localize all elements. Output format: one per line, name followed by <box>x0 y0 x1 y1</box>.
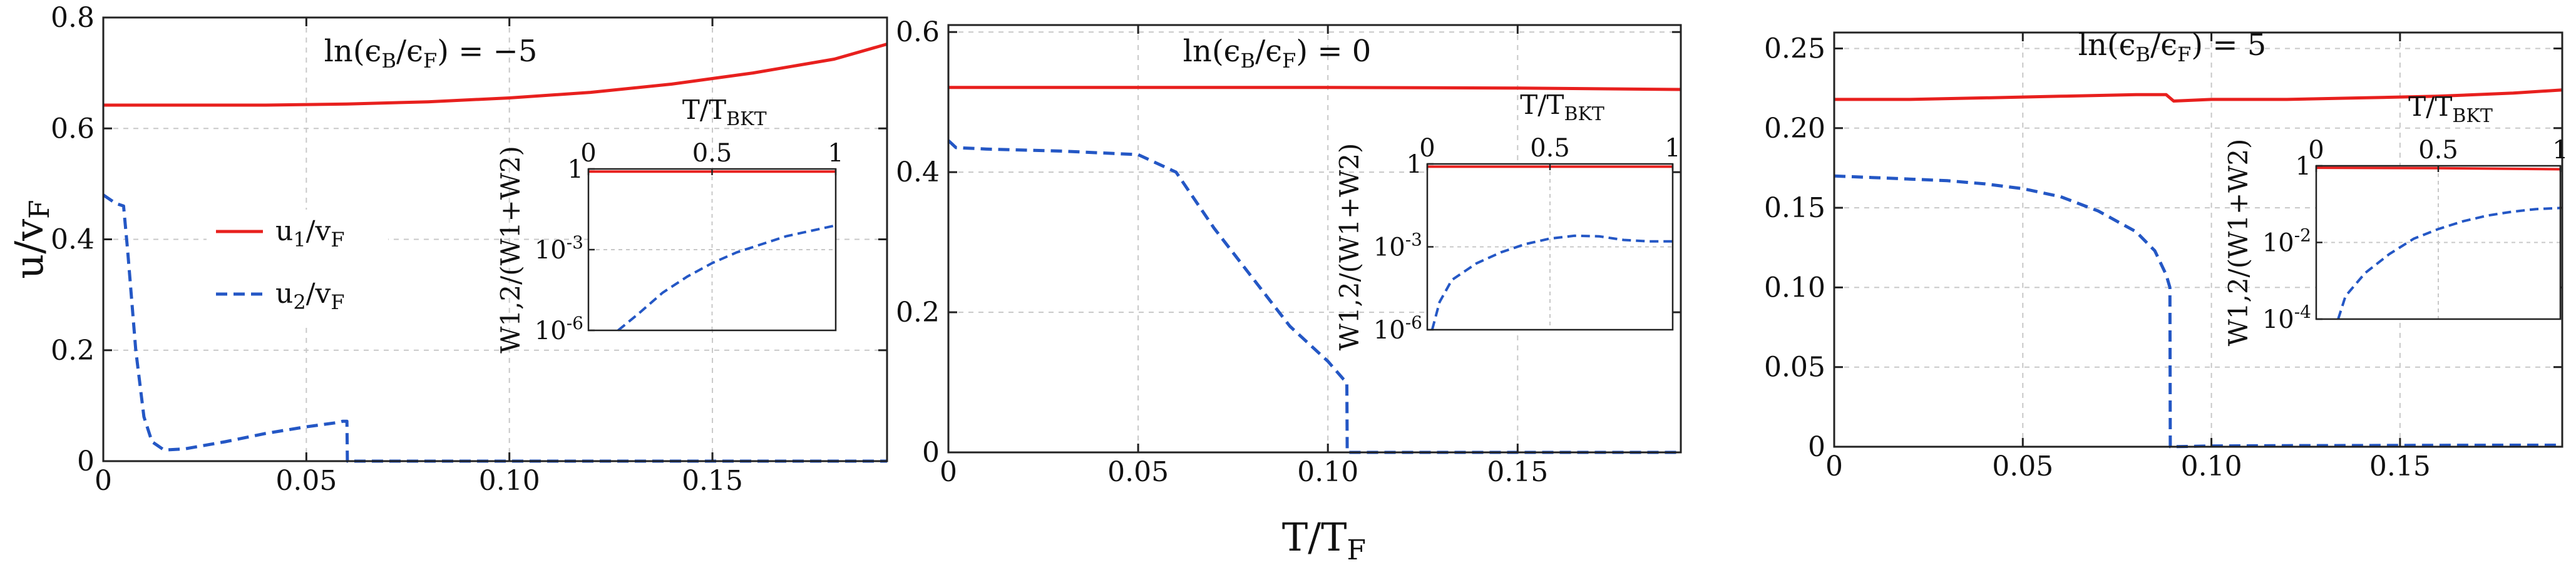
panel-3-frame <box>1833 31 2563 448</box>
panel-2-ytick-label: 0.2 <box>896 297 940 328</box>
panel-1-series-u1 <box>103 43 888 107</box>
inset-ytick-label: 10-6 <box>1373 312 1422 345</box>
panel-3-series-u2 <box>1834 174 2562 449</box>
panel-2-ytick-label: 0.6 <box>896 16 940 48</box>
legend-u1-label: u1/vF <box>275 215 345 252</box>
panel-2: 0 0.05 0.10 0.15 0 0.2 0.4 0.6 ln(ϵB/ϵF) = 0 0 0.5… <box>896 16 1682 488</box>
panel-1-inset: 0 0.5 1 T/TBKT 10-6 10-3 1 W1,2/(W1+W2) <box>495 94 844 354</box>
legend: u1/vF u2/vF <box>207 210 388 325</box>
inset-ytick-label: 10-3 <box>1373 230 1422 262</box>
panel-3-series-u1 <box>1834 88 2563 103</box>
panel-2-xtick-label: 0.10 <box>1297 456 1358 488</box>
panel-1-ytick-label: 0.2 <box>51 335 95 367</box>
inset-ytick-label: 10-3 <box>535 232 583 265</box>
panel-1-ytick-label: 0.4 <box>51 224 95 256</box>
panel-3-inset: 0 0.5 1 T/TBKT 10-4 10-2 1 W1,2/(W1+W2) <box>2223 91 2568 346</box>
panel-3-ytick-label: 0 <box>1808 431 1825 463</box>
panel-3-xtick-label: 0.15 <box>2369 450 2431 482</box>
panel-3-ytick-label: 0.15 <box>1764 192 1825 224</box>
panel-1-xtick-label: 0 <box>95 465 112 497</box>
panel-3-xtick-label: 0 <box>1825 450 1843 482</box>
panel-1-ytick-label: 0 <box>77 445 95 477</box>
panel-2-xtick-label: 0.15 <box>1487 456 1548 488</box>
panel-3-ytick-label: 0.10 <box>1764 272 1825 303</box>
inset-xtick-label: 1 <box>2552 136 2568 165</box>
inset-ytick-label: 10-2 <box>2262 225 2311 258</box>
inset-ytick-label: 1 <box>2296 152 2311 181</box>
inset-ytick-label: 1 <box>568 155 583 184</box>
inset-ytick-label: 1 <box>1407 150 1422 179</box>
legend-box <box>207 210 388 325</box>
panel-1: 0 0.05 0.10 0.15 0 0.2 0.4 0.6 0.8 ln(ϵB/ϵF) = −5… <box>6 2 888 497</box>
inset-ytick-label: 10-4 <box>2262 302 2311 334</box>
panel-2-ytick-label: 0.4 <box>896 156 940 188</box>
panel-1-ytick-label: 0.8 <box>51 2 95 34</box>
panel-2-series-u1 <box>948 86 1681 91</box>
panel-1-xtick-label: 0.10 <box>479 465 540 497</box>
panel-1-inset-x-title: T/TBKT <box>682 94 767 130</box>
panel-2-ytick-label: 0 <box>922 437 940 469</box>
panel-2-title: ln(ϵB/ϵF) = 0 <box>1183 34 1372 73</box>
panel-1-xtick-label: 0.15 <box>682 465 743 497</box>
panel-2-xtick-label: 0.05 <box>1107 456 1169 488</box>
panel-3-ytick-label: 0.20 <box>1764 113 1825 145</box>
panel-3-ytick-label: 0.25 <box>1764 33 1825 64</box>
inset-xtick-label: 0 <box>580 139 596 168</box>
panel-3-inset-y-title: W1,2/(W1+W2) <box>2223 139 2254 347</box>
legend-u2-label: u2/vF <box>275 278 345 314</box>
panel-1-y-axis-title: u/vF <box>6 200 56 278</box>
panel-1-xtick-label: 0.05 <box>275 465 337 497</box>
inset-xtick-label: 1 <box>828 139 843 168</box>
inset-xtick-label: 0.5 <box>1530 134 1570 163</box>
panel-3-xtick-label: 0.10 <box>2181 450 2242 482</box>
panel-1-title: ln(ϵB/ϵF) = −5 <box>324 34 538 73</box>
panel-2-inset-x-title: T/TBKT <box>1520 89 1604 125</box>
inset-xtick-label: 1 <box>1665 134 1680 163</box>
panel-1-inset-y-title: W1,2/(W1+W2) <box>495 146 526 354</box>
panel-3-xtick-label: 0.05 <box>1992 450 2053 482</box>
inset-xtick-label: 0 <box>2308 136 2324 165</box>
panels: 0 0.05 0.10 0.15 0 0.2 0.4 0.6 0.8 ln(ϵB/ϵF) = −5… <box>6 2 2568 497</box>
inset-xtick-label: 0.5 <box>692 139 732 168</box>
panel-2-inset-y-title: W1,2/(W1+W2) <box>1334 143 1365 351</box>
inset-xtick-label: 0.5 <box>2418 136 2458 165</box>
panel-1-ytick-label: 0.6 <box>51 113 95 145</box>
panel-3-ytick-label: 0.05 <box>1764 352 1825 384</box>
panel-3: 0 0.05 0.10 0.15 0 0.05 0.10 0.15 0.20 0.25 ln(ϵB/… <box>1764 28 2568 482</box>
shared-x-axis-title: T/TF <box>1282 514 1366 565</box>
panel-3-inset-series-W2 <box>2337 206 2561 320</box>
panel-3-inset-x-title: T/TBKT <box>2408 91 2493 127</box>
panel-2-inset-series-W2 <box>1430 234 1673 330</box>
panel-3-title: ln(ϵB/ϵF) = 5 <box>2078 28 2267 66</box>
inset-xtick-label: 0 <box>1419 134 1435 163</box>
panel-2-frame <box>947 24 1682 454</box>
panel-2-xtick-label: 0 <box>940 456 957 488</box>
panel-1-inset-series-W2 <box>617 224 836 332</box>
inset-ytick-label: 10-6 <box>535 313 583 345</box>
panel-2-inset: 0 0.5 1 T/TBKT 10-6 10-3 1 W1,2/(W1+W2) <box>1334 89 1681 350</box>
